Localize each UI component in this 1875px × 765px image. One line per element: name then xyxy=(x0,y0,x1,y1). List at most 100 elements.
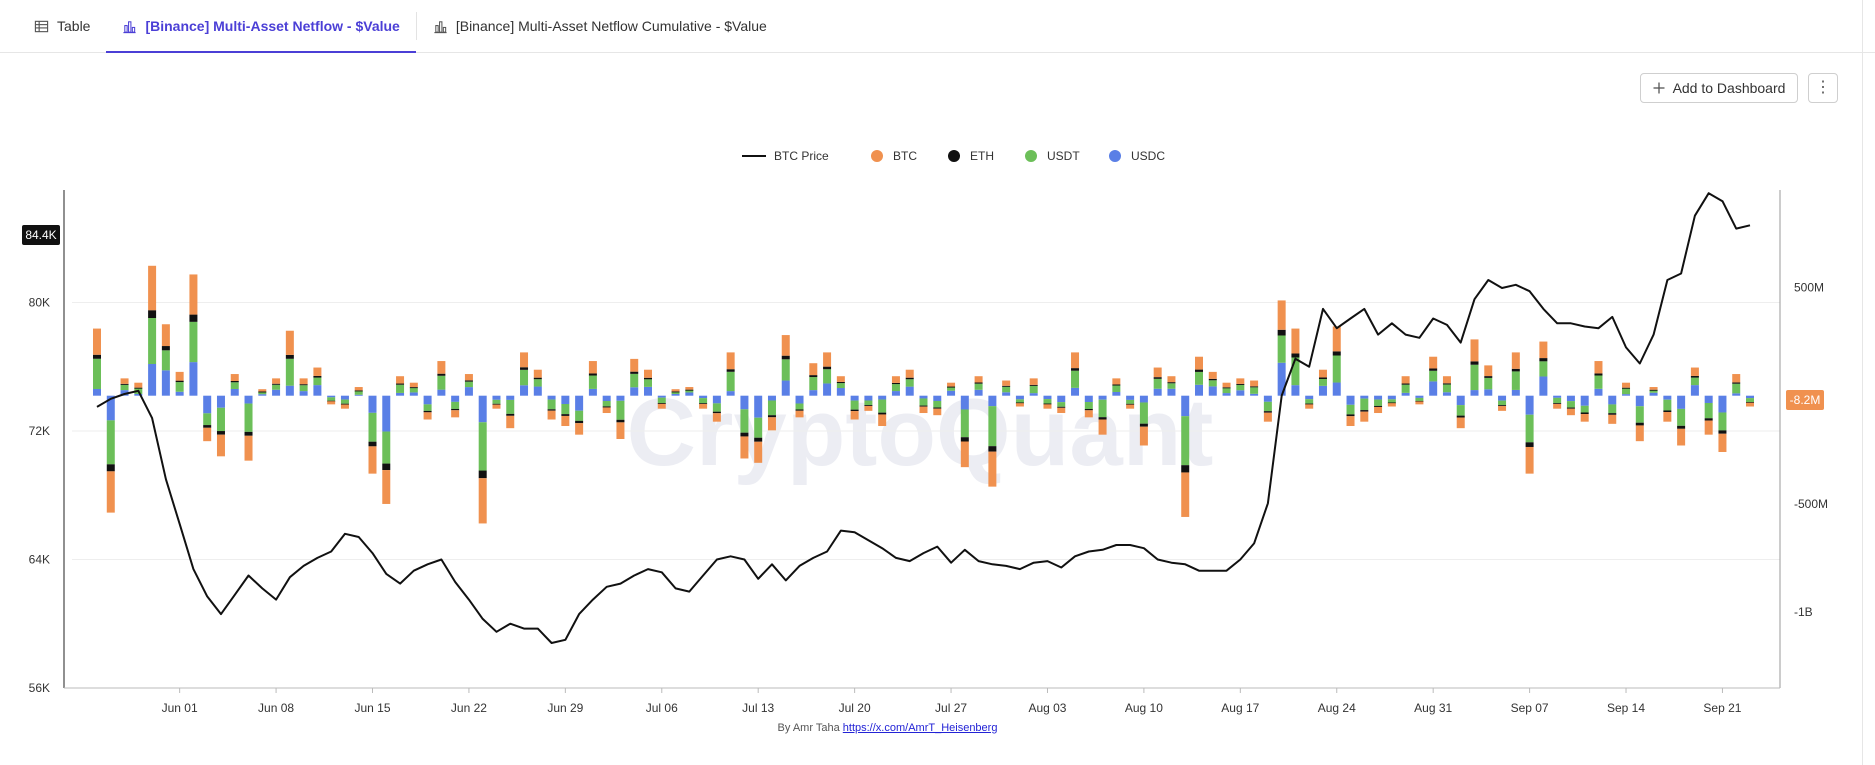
bar-usdc xyxy=(1139,395,1148,403)
bar-btc xyxy=(1553,403,1562,409)
bar-eth xyxy=(1305,403,1314,405)
more-options-button[interactable]: ⋮ xyxy=(1808,73,1838,103)
y-left-tick-label: 64K xyxy=(29,552,50,566)
bar-group xyxy=(368,395,377,474)
bar-eth xyxy=(1704,418,1713,421)
x-tick-label: Sep 21 xyxy=(1703,701,1741,715)
bar-group xyxy=(1043,395,1052,409)
x-tick-label: Jun 29 xyxy=(547,701,583,715)
bar-usdt xyxy=(1704,402,1713,419)
bar-btc xyxy=(795,410,804,418)
bar-group xyxy=(1484,365,1493,396)
bar-btc xyxy=(726,352,735,370)
bar-usdc xyxy=(1332,382,1341,396)
bar-group xyxy=(216,395,225,457)
bar-group xyxy=(1277,300,1286,396)
bar-eth xyxy=(1002,385,1011,387)
bar-usdt xyxy=(1580,405,1589,413)
bar-eth xyxy=(327,400,336,402)
bar-group xyxy=(1429,356,1438,396)
bar-eth xyxy=(905,377,914,380)
bar-eth xyxy=(230,380,239,383)
bar-chart-icon xyxy=(434,20,447,33)
legend[interactable]: BTC Price BTC ETH USDT USDC xyxy=(742,149,1165,163)
bar-usdc xyxy=(1305,395,1314,400)
tab-netflow-cumulative[interactable]: [Binance] Multi-Asset Netflow Cumulative… xyxy=(417,0,783,52)
bar-btc xyxy=(767,417,776,431)
bar-usdt xyxy=(1002,386,1011,393)
bar-usdt xyxy=(712,403,721,412)
bar-usdc xyxy=(685,392,694,396)
x-tick-label: Jul 13 xyxy=(742,701,774,715)
bar-group xyxy=(809,363,818,396)
bar-group xyxy=(1608,395,1617,424)
bar-usdc xyxy=(588,388,597,396)
bar-usdc xyxy=(1746,395,1754,399)
bar-eth xyxy=(1153,377,1162,379)
bar-usdt xyxy=(148,318,157,364)
bar-group xyxy=(437,361,446,396)
legend-item-eth[interactable]: ETH xyxy=(948,149,994,163)
bar-usdc xyxy=(1112,391,1121,396)
bar-eth xyxy=(1566,407,1575,409)
bar-usdc xyxy=(988,395,997,407)
bar-usdc xyxy=(203,395,212,414)
bar-eth xyxy=(244,431,253,436)
tab-table[interactable]: Table xyxy=(0,0,106,52)
bar-btc xyxy=(974,376,983,383)
bar-usdc xyxy=(1732,393,1741,396)
plus-icon xyxy=(1653,82,1665,94)
bar-group xyxy=(1167,376,1176,396)
bar-eth xyxy=(809,375,818,378)
bar-usdt xyxy=(547,399,556,410)
bar-usdt xyxy=(299,385,308,392)
legend-item-usdt[interactable]: USDT xyxy=(1025,149,1080,163)
bar-eth xyxy=(878,412,887,415)
bar-group xyxy=(960,395,969,468)
price-badge-bg xyxy=(22,225,60,245)
credit-link[interactable]: https://x.com/AmrT_Heisenberg xyxy=(842,722,998,734)
legend-item-btc-price[interactable]: BTC Price xyxy=(742,149,829,163)
bar-usdc xyxy=(1222,393,1231,396)
bar-btc xyxy=(106,471,115,513)
bar-btc xyxy=(1525,446,1534,474)
bar-usdc xyxy=(809,390,818,396)
legend-item-usdc[interactable]: USDC xyxy=(1109,149,1165,163)
bar-btc xyxy=(313,367,322,376)
bar-usdt xyxy=(795,403,804,410)
bar-eth xyxy=(561,414,570,416)
bar-usdt xyxy=(354,390,363,395)
bar-usdt xyxy=(602,401,611,407)
bar-usdt xyxy=(630,373,639,388)
bar-group xyxy=(1649,387,1658,396)
bar-usdc xyxy=(1649,392,1658,396)
bar-btc xyxy=(451,410,460,418)
bar-usdt xyxy=(685,390,694,393)
bar-eth xyxy=(299,384,308,386)
bar-usdc xyxy=(1181,395,1190,417)
bar-usdc xyxy=(960,395,969,410)
bar-usdt xyxy=(947,387,956,391)
bar-btc xyxy=(754,441,763,463)
bar-btc xyxy=(657,403,666,409)
bar-usdt xyxy=(1236,384,1245,391)
bar-btc xyxy=(148,265,157,311)
bar-usdc xyxy=(1580,395,1589,406)
bar-group xyxy=(1635,395,1644,442)
add-to-dashboard-button[interactable]: Add to Dashboard xyxy=(1640,73,1798,103)
bar-btc xyxy=(547,410,556,420)
bar-usdt xyxy=(1401,384,1410,393)
bar-btc xyxy=(1139,426,1148,446)
tab-netflow-value[interactable]: [Binance] Multi-Asset Netflow - $Value xyxy=(106,0,417,53)
bar-eth xyxy=(1139,423,1148,427)
bar-group xyxy=(1704,395,1713,435)
legend-item-btc[interactable]: BTC xyxy=(871,149,917,163)
bar-btc xyxy=(1704,420,1713,435)
bar-usdc xyxy=(1153,388,1162,396)
bar-eth xyxy=(1346,414,1355,417)
bar-usdt xyxy=(1470,364,1479,391)
bar-usdc xyxy=(1553,395,1562,398)
bar-usdc xyxy=(1718,395,1727,413)
bar-usdt xyxy=(588,375,597,389)
